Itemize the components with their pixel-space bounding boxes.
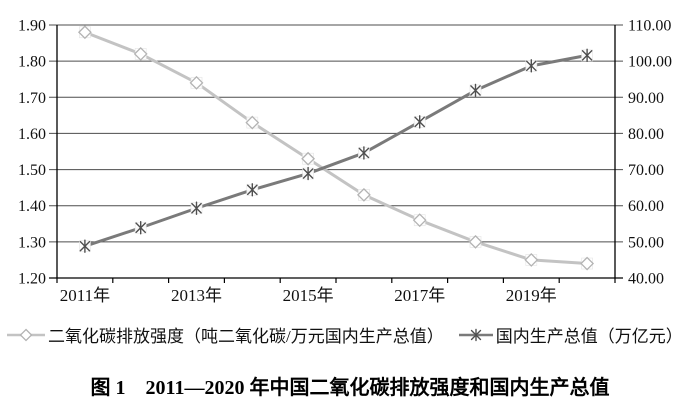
svg-text:80.00: 80.00 [628, 126, 664, 143]
svg-text:50.00: 50.00 [628, 234, 664, 251]
legend: 二氧化碳排放强度（吨二氧化碳/万元国内生产总值） 国内生产总值（万亿元） [0, 322, 700, 347]
svg-text:1.20: 1.20 [18, 271, 46, 288]
svg-text:1.40: 1.40 [18, 198, 46, 215]
svg-text:110.00: 110.00 [628, 18, 671, 35]
legend-item-co2-intensity: 二氧化碳排放强度（吨二氧化碳/万元国内生产总值） [7, 322, 444, 347]
svg-text:2015年: 2015年 [283, 286, 334, 305]
svg-text:70.00: 70.00 [628, 162, 664, 179]
svg-text:2017年: 2017年 [394, 286, 445, 305]
chart-svg: 1.20 1.30 1.40 1.50 1.60 1.70 1.80 1.90 40.00 50.… [18, 18, 672, 306]
svg-text:1.50: 1.50 [18, 162, 46, 179]
svg-text:1.30: 1.30 [18, 234, 46, 251]
legend-label-gdp: 国内生产总值（万亿元） [495, 327, 683, 346]
svg-text:1.60: 1.60 [18, 126, 46, 143]
svg-text:1.90: 1.90 [18, 18, 46, 35]
svg-text:40.00: 40.00 [628, 271, 664, 288]
svg-text:1.70: 1.70 [18, 90, 46, 107]
legend-item-gdp: 国内生产总值（万亿元） [458, 322, 683, 347]
legend-label-co2-intensity: 二氧化碳排放强度（吨二氧化碳/万元国内生产总值） [48, 327, 444, 346]
figure-caption: 图 1 2011—2020 年中国二氧化碳排放强度和国内生产总值 [90, 377, 610, 399]
svg-text:60.00: 60.00 [628, 198, 664, 215]
diamond-marker-icon [7, 328, 45, 341]
asterisk-marker-icon [458, 328, 493, 341]
svg-text:2013年: 2013年 [171, 286, 222, 305]
svg-text:90.00: 90.00 [628, 90, 664, 107]
svg-text:1.80: 1.80 [18, 54, 46, 71]
svg-text:2019年: 2019年 [506, 286, 557, 305]
svg-text:2011年: 2011年 [60, 286, 110, 305]
svg-text:100.00: 100.00 [628, 54, 672, 71]
